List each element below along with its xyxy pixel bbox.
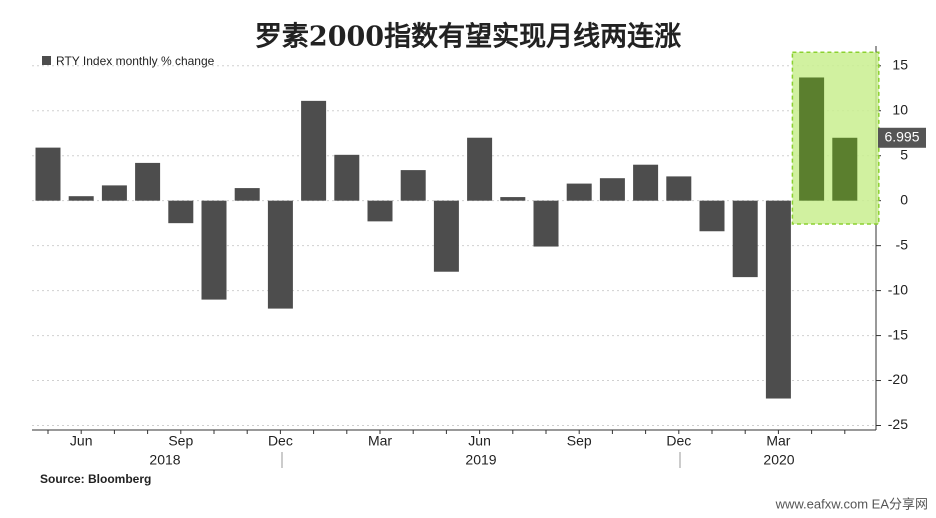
bar [699,200,725,232]
y-tick-label: -10 [888,281,908,297]
bar [267,200,293,309]
bar [433,200,459,272]
x-tick-label: Jun [70,433,93,449]
value-label: 6.995 [884,128,919,144]
bar [400,170,426,201]
bar [467,137,493,201]
bar [599,178,625,201]
bar [566,183,592,201]
bar [765,200,791,399]
bar [367,200,393,222]
bar [35,147,61,201]
bar [168,200,194,224]
x-tick-label: Mar [368,433,392,449]
bar [799,77,825,201]
bar [301,100,327,201]
bar [533,200,559,247]
bar [500,197,526,201]
x-tick-label: Sep [168,433,193,449]
x-tick-label: Jun [468,433,491,449]
y-tick-label: -15 [888,326,908,342]
x-tick-label: Dec [268,433,293,449]
legend-label: RTY Index monthly % change [56,54,215,68]
x-tick-label: Dec [666,433,691,449]
year-label: 2019 [465,452,496,468]
bar [832,137,858,201]
footer: www.eafxw.com EA分享网 [775,496,928,511]
bar [101,185,127,201]
bar [633,164,659,201]
source: Source: Bloomberg [40,472,151,486]
y-tick-label: -20 [888,371,908,387]
y-tick-label: -25 [888,416,908,432]
bar [732,200,758,278]
bar [68,196,94,201]
value-label-box [878,127,926,148]
y-tick-label: 5 [900,146,908,162]
bar [334,154,360,201]
bar [666,176,692,201]
bar [234,188,260,201]
year-label: 2018 [149,452,180,468]
legend-swatch [42,56,51,65]
chart-title: 罗素2000指数有望实现月线两连涨 [255,21,681,53]
year-label: 2020 [763,452,794,468]
x-tick-label: Mar [766,433,790,449]
y-tick-label: 10 [892,101,908,117]
y-tick-label: 15 [892,56,908,72]
y-tick-label: -5 [896,236,909,252]
bar [201,200,227,300]
y-tick-label: 0 [900,191,908,207]
bar [135,162,161,201]
x-tick-label: Sep [567,433,592,449]
